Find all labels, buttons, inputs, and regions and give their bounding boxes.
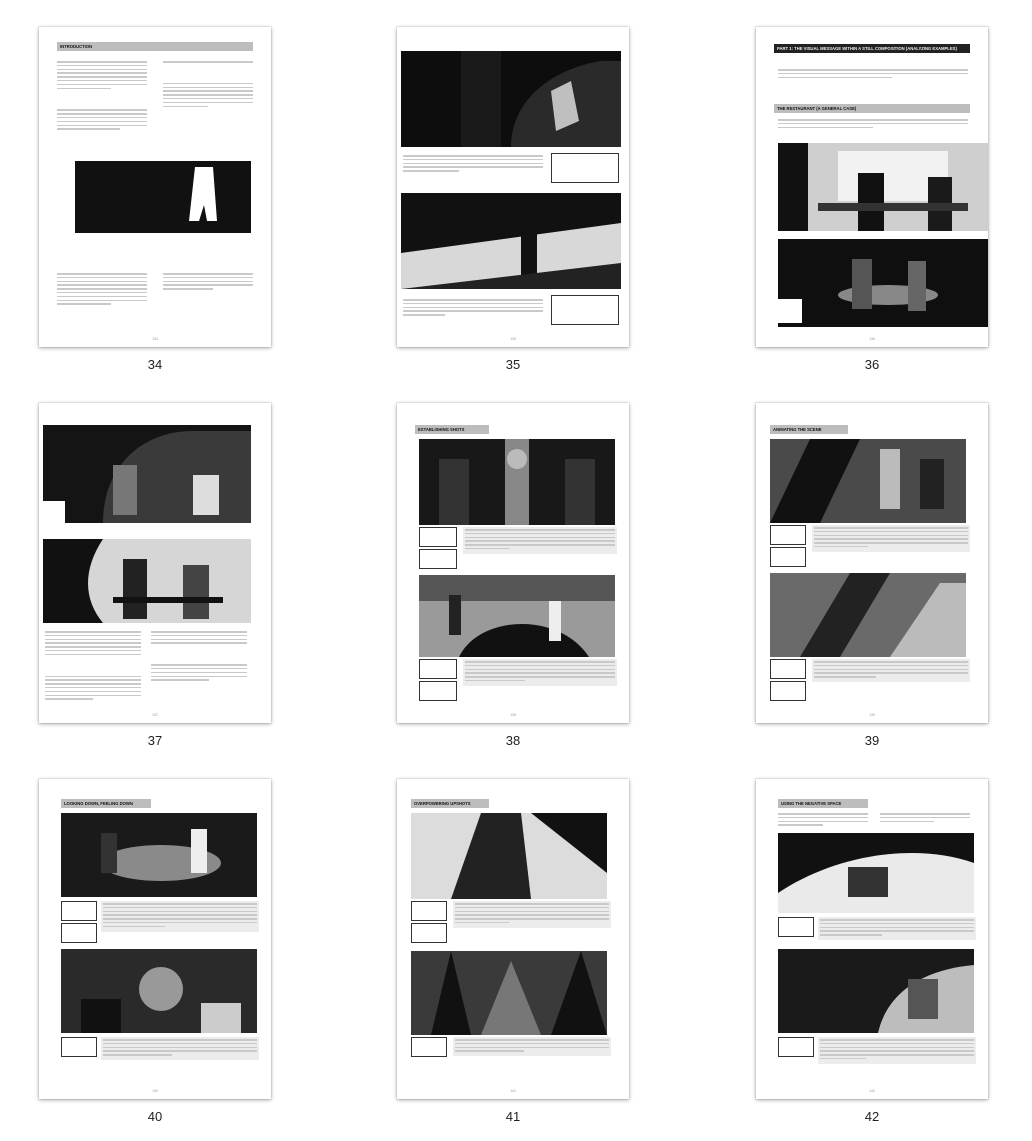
folio: 134 <box>152 337 158 341</box>
schematic-thumbnail <box>419 527 457 547</box>
illustration <box>778 143 988 231</box>
text-block <box>101 1037 259 1060</box>
text-column <box>57 273 147 307</box>
text-block <box>403 299 543 318</box>
text-block <box>812 525 970 552</box>
page-header: PART 1: THE VISUAL MESSAGE WITHIN A STIL… <box>774 44 970 53</box>
text-block <box>812 659 970 682</box>
illustration <box>401 51 621 147</box>
illustration <box>778 239 988 327</box>
folio: 140 <box>152 1089 158 1093</box>
schematic-thumbnail <box>770 681 806 701</box>
page-number-label: 37 <box>147 733 163 748</box>
text-column <box>151 631 247 683</box>
page-number-label: 38 <box>505 733 521 748</box>
schematic-thumbnail <box>419 681 457 701</box>
illustration <box>61 813 257 897</box>
schematic-thumbnail <box>419 659 457 679</box>
folio: 138 <box>510 713 516 717</box>
illustration <box>401 193 621 289</box>
schematic-thumbnail <box>61 901 97 921</box>
text-column <box>57 61 147 132</box>
illustration <box>411 813 607 899</box>
text-block <box>778 119 968 130</box>
illustration <box>43 539 251 623</box>
page-number-label: 35 <box>505 357 521 372</box>
text-column <box>880 813 970 824</box>
schematic-thumbnail <box>778 917 814 937</box>
illustration <box>411 951 607 1035</box>
illustration <box>75 161 251 233</box>
illustration <box>778 949 974 1033</box>
illustration <box>419 575 615 657</box>
illustration <box>778 833 974 913</box>
page-number-label: 42 <box>864 1109 880 1124</box>
text-column <box>45 631 141 702</box>
page-number-label: 36 <box>864 357 880 372</box>
page-header: INTRODUCTION <box>57 42 253 51</box>
text-block <box>453 1037 611 1057</box>
page-number-label: 41 <box>505 1109 521 1124</box>
page-thumbnail-34[interactable]: INTRODUCTION 134 <box>39 27 271 347</box>
page-header: ESTABLISHING SHOTS <box>415 425 489 434</box>
schematic-thumbnail <box>61 1037 97 1057</box>
text-column <box>163 61 253 109</box>
page-thumbnail-41[interactable]: OVERPOWERING UPSHOTS 141 <box>397 779 629 1099</box>
schematic-thumbnail <box>419 549 457 569</box>
text-block <box>403 155 543 174</box>
section-header: THE RESTAURANT (A GENERAL CASE) <box>774 104 970 113</box>
illustration <box>61 949 257 1033</box>
schematic-thumbnail <box>61 923 97 943</box>
text-block <box>101 901 259 932</box>
folio: 142 <box>869 1089 875 1093</box>
text-column <box>778 813 868 828</box>
text-column <box>163 273 253 292</box>
schematic-thumbnail <box>411 923 447 943</box>
schematic-thumbnail <box>411 901 447 921</box>
page-number-label: 34 <box>147 357 163 372</box>
page-header: OVERPOWERING UPSHOTS <box>411 799 489 808</box>
schematic-thumbnail <box>770 525 806 545</box>
schematic-thumbnail <box>778 1037 814 1057</box>
schematic-thumbnail <box>551 153 619 183</box>
text-block <box>453 901 611 928</box>
folio: 135 <box>510 337 516 341</box>
text-block <box>778 69 968 80</box>
page-header: LOOKING DOWN, FEELING DOWN <box>61 799 151 808</box>
schematic-thumbnail <box>770 547 806 567</box>
illustration <box>770 573 966 657</box>
schematic-thumbnail <box>411 1037 447 1057</box>
folio: 139 <box>869 713 875 717</box>
page-thumbnail-38[interactable]: ESTABLISHING SHOTS 138 <box>397 403 629 723</box>
page-thumbnail-40[interactable]: LOOKING DOWN, FEELING DOWN 140 <box>39 779 271 1099</box>
folio: 136 <box>869 337 875 341</box>
page-thumbnail-36[interactable]: PART 1: THE VISUAL MESSAGE WITHIN A STIL… <box>756 27 988 347</box>
page-number-label: 39 <box>864 733 880 748</box>
text-block <box>463 659 617 686</box>
page-thumbnail-35[interactable]: 135 <box>397 27 629 347</box>
illustration <box>43 425 251 523</box>
page-thumbnail-42[interactable]: USING THE NEGATIVE SPACE 142 <box>756 779 988 1099</box>
text-block <box>818 1037 976 1064</box>
illustration <box>419 439 615 525</box>
page-thumbnail-39[interactable]: ANIMATING THE SCENE 139 <box>756 403 988 723</box>
text-block <box>818 917 976 940</box>
illustration <box>770 439 966 523</box>
folio: 141 <box>510 1089 516 1093</box>
text-block <box>463 527 617 554</box>
page-thumbnail-37[interactable]: 137 <box>39 403 271 723</box>
schematic-thumbnail <box>770 659 806 679</box>
page-header: USING THE NEGATIVE SPACE <box>778 799 868 808</box>
schematic-thumbnail <box>551 295 619 325</box>
page-header: ANIMATING THE SCENE <box>770 425 848 434</box>
folio: 137 <box>152 713 158 717</box>
page-number-label: 40 <box>147 1109 163 1124</box>
